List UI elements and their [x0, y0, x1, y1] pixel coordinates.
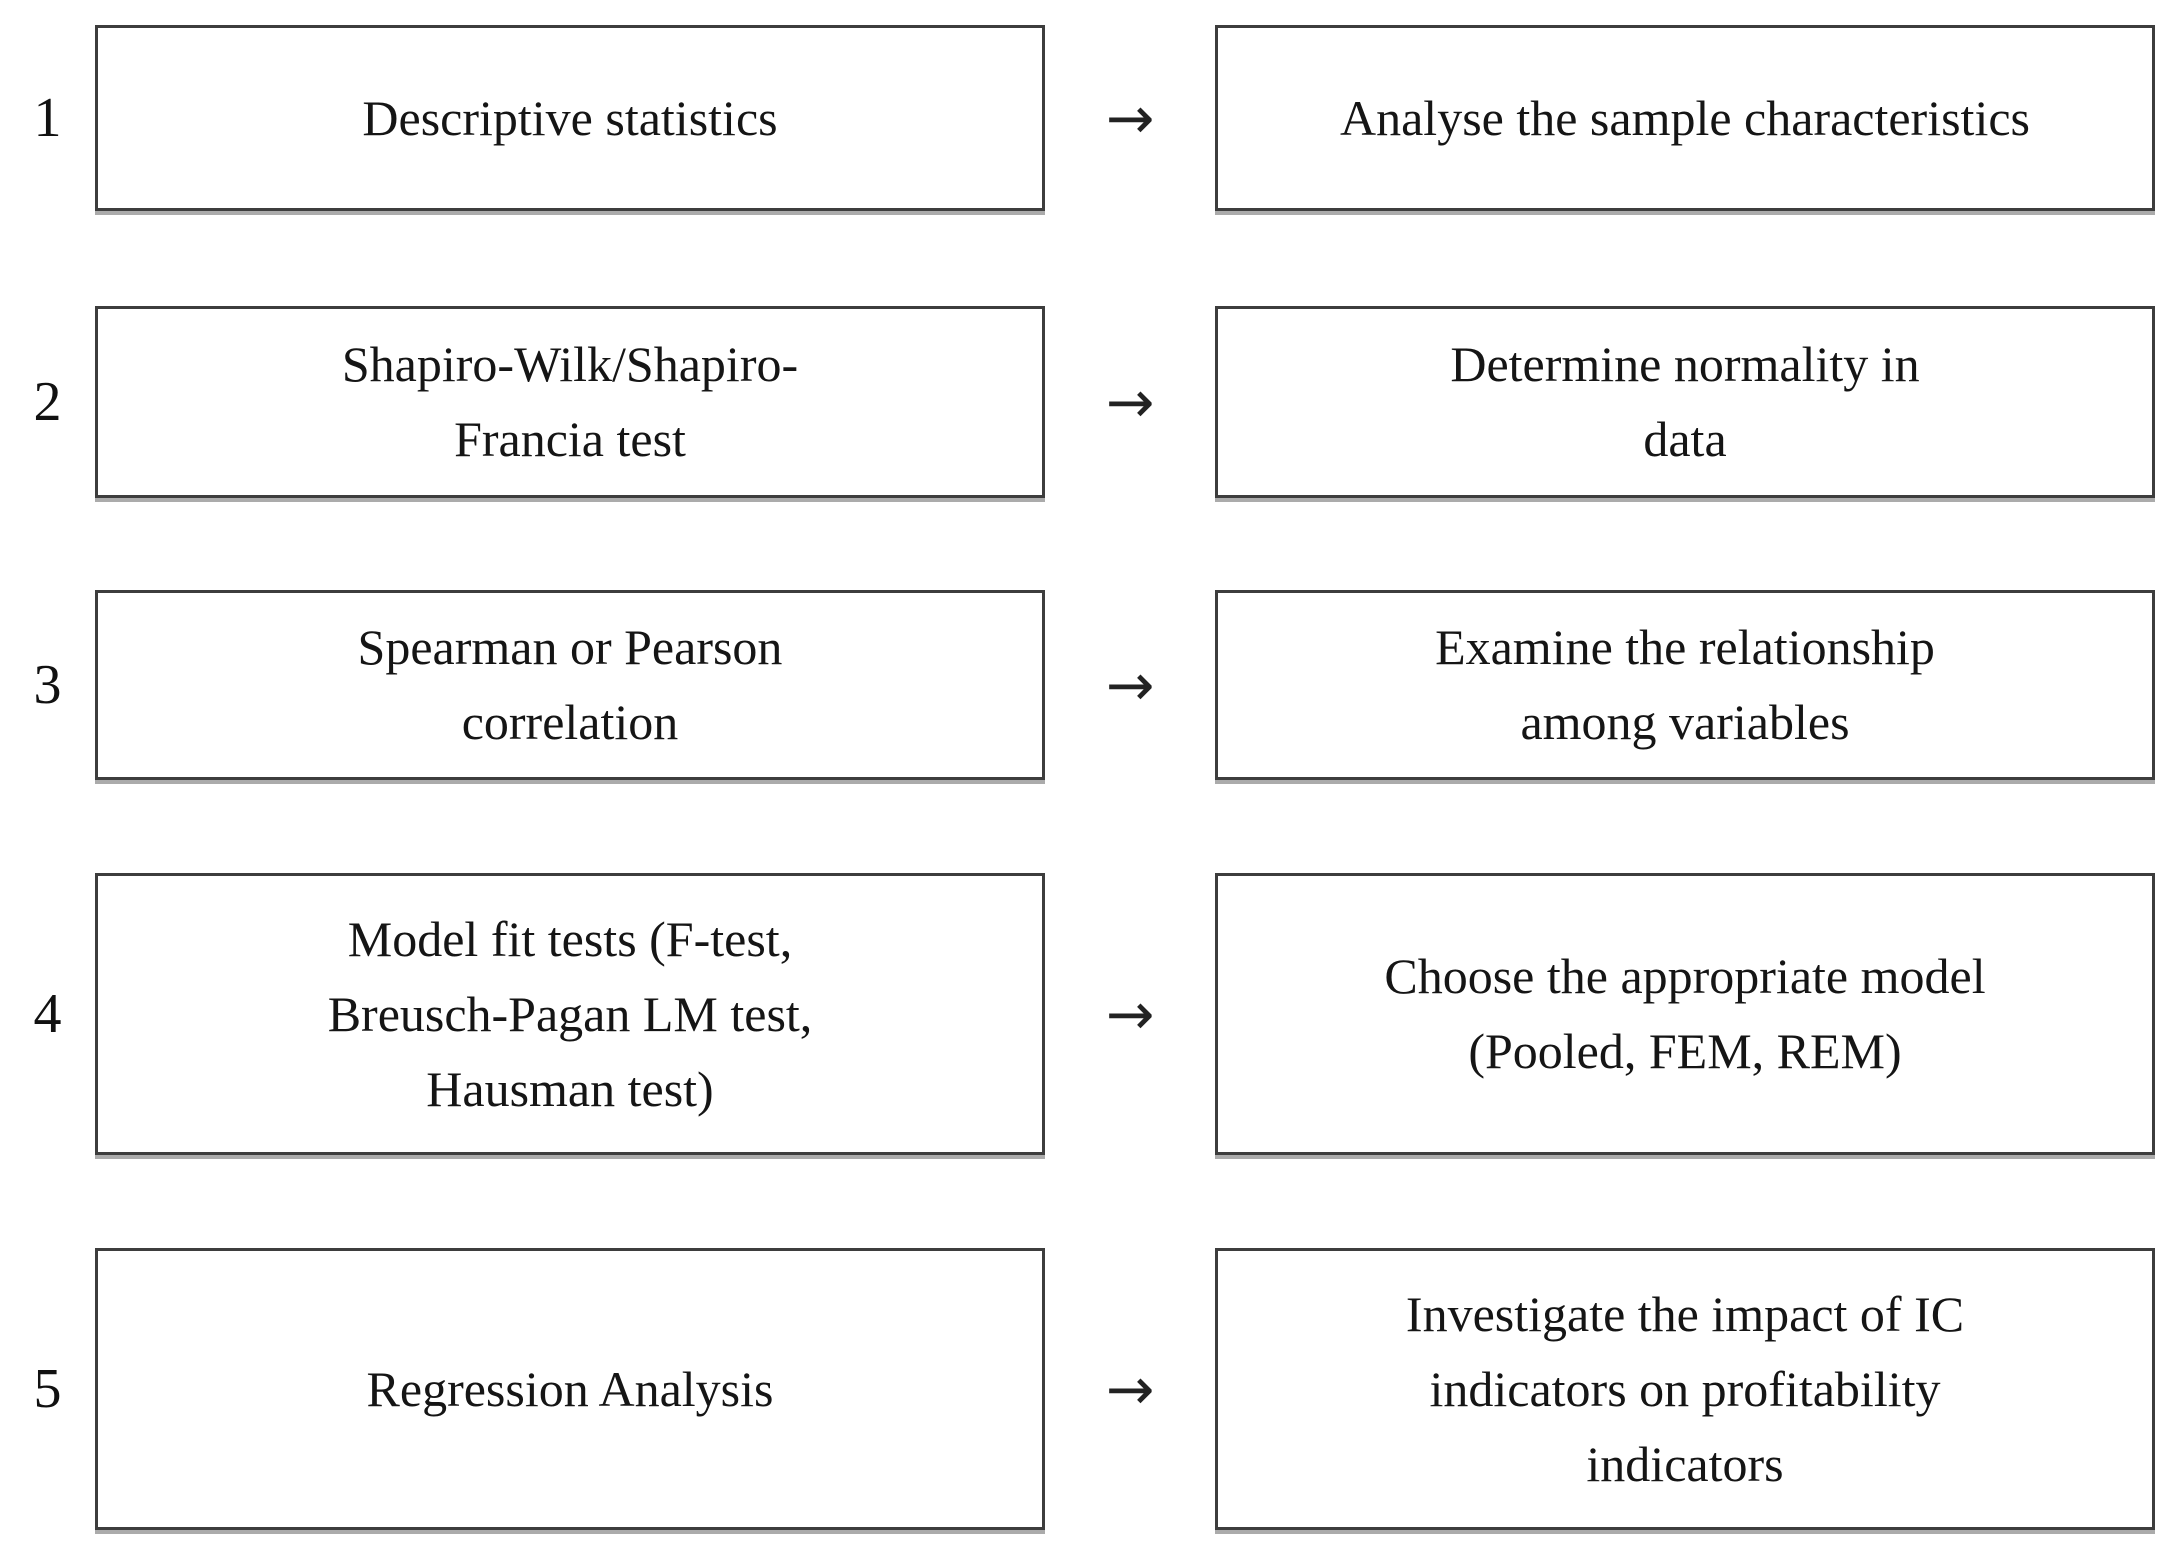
method-box: Spearman or Pearson correlation [95, 590, 1045, 780]
step-row-1: 1 Descriptive statistics → Analyse the s… [0, 25, 2167, 211]
arrow-right-icon: → [1105, 84, 1155, 152]
method-box: Model fit tests (F-test, Breusch-Pagan L… [95, 873, 1045, 1155]
purpose-box: Analyse the sample characteristics [1215, 25, 2155, 211]
arrow-right-icon: → [1105, 651, 1155, 719]
step-row-2: 2 Shapiro-Wilk/Shapiro-Francia test → De… [0, 306, 2167, 498]
step-number: 1 [33, 87, 62, 149]
arrow-right-icon: → [1105, 1355, 1155, 1423]
step-row-4: 4 Model fit tests (F-test, Breusch-Pagan… [0, 873, 2167, 1155]
step-number: 2 [33, 371, 62, 433]
step-row-5: 5 Regression Analysis → Investigate the … [0, 1248, 2167, 1530]
purpose-box: Determine normality in data [1215, 306, 2155, 498]
step-number: 5 [33, 1358, 62, 1420]
purpose-box: Examine the relationship among variables [1215, 590, 2155, 780]
purpose-box: Investigate the impact of IC indicators … [1215, 1248, 2155, 1530]
method-box: Descriptive statistics [95, 25, 1045, 211]
step-number: 3 [33, 654, 62, 716]
step-number: 4 [33, 983, 62, 1045]
arrow-right-icon: → [1105, 980, 1155, 1048]
flow-diagram: 1 Descriptive statistics → Analyse the s… [0, 25, 2167, 1561]
step-row-3: 3 Spearman or Pearson correlation → Exam… [0, 590, 2167, 780]
method-box: Shapiro-Wilk/Shapiro-Francia test [95, 306, 1045, 498]
purpose-box: Choose the appropriate model (Pooled, FE… [1215, 873, 2155, 1155]
arrow-right-icon: → [1105, 368, 1155, 436]
method-box: Regression Analysis [95, 1248, 1045, 1530]
